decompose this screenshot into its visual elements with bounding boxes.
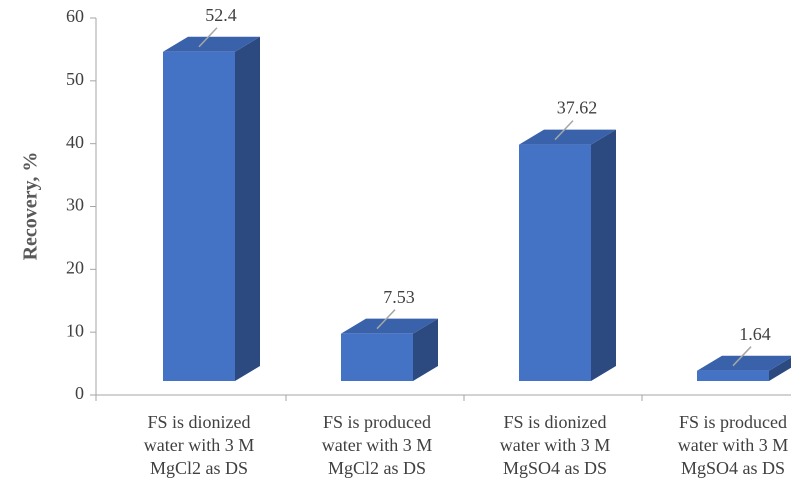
data-label: 37.62 (557, 98, 598, 118)
x-tick-label: MgCl2 as DS (150, 458, 248, 478)
bar-front (341, 333, 413, 381)
y-axis-title: Recovery, % (20, 152, 42, 261)
y-tick-label: 0 (75, 383, 84, 403)
leader-line (554, 120, 574, 141)
bar-side (235, 36, 260, 382)
x-tick-label: FS is produced (323, 412, 431, 432)
leader-line (198, 27, 218, 48)
y-tick-label: 20 (66, 257, 84, 277)
x-tick-label: water with 3 M (322, 435, 432, 455)
x-tick-label: FS is produced (679, 412, 787, 432)
x-tick-label: MgSO4 as DS (681, 458, 785, 478)
x-tick-label: MgSO4 as DS (503, 458, 607, 478)
leader-line (732, 346, 752, 367)
data-label: 1.64 (739, 324, 771, 344)
y-tick-label: 40 (66, 132, 84, 152)
x-tick-label: water with 3 M (500, 435, 610, 455)
bar-side (591, 129, 616, 381)
x-tick-label: water with 3 M (144, 435, 254, 455)
data-label: 52.4 (205, 5, 237, 25)
x-tick-label: FS is dionized (503, 412, 606, 432)
bar-top (163, 36, 260, 52)
leader-line (376, 309, 396, 330)
bar-side (413, 318, 438, 381)
bar-front (163, 51, 235, 382)
y-tick-label: 50 (66, 69, 84, 89)
x-tick-label: FS is dionized (147, 412, 250, 432)
bar-side (769, 357, 791, 381)
bar-top (341, 318, 438, 334)
y-tick-label: 30 (66, 195, 84, 215)
bar-top (697, 355, 791, 371)
x-tick-label: water with 3 M (678, 435, 788, 455)
data-label: 7.53 (383, 287, 415, 307)
bar-front (697, 370, 769, 381)
x-tick-label: MgCl2 as DS (328, 458, 426, 478)
y-tick-label: 10 (66, 320, 84, 340)
y-tick-label: 60 (66, 6, 84, 26)
bar-front (519, 144, 591, 381)
bar-top (519, 129, 616, 145)
